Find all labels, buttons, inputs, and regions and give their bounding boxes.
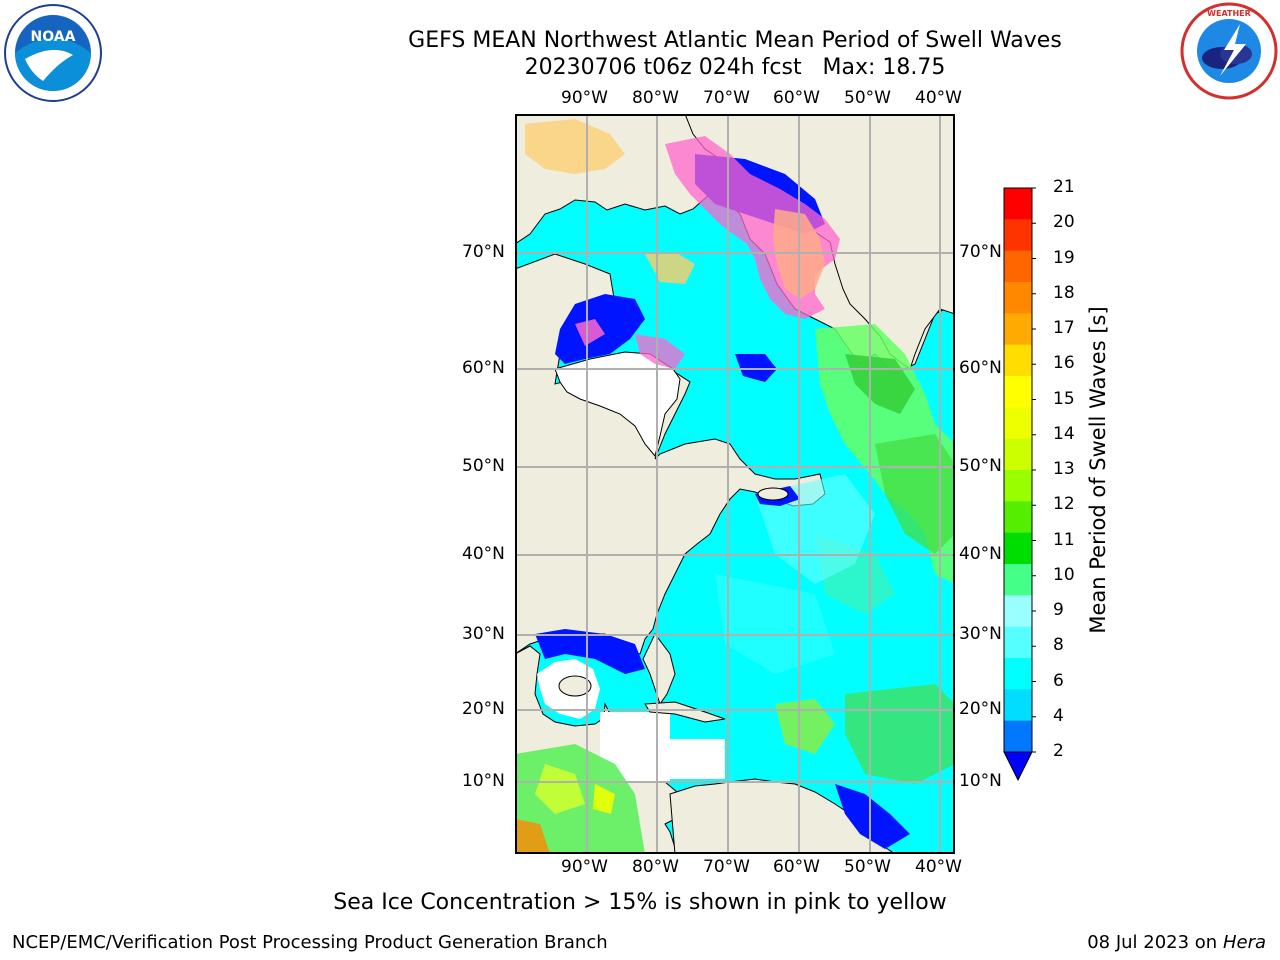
colorbar-tick-label: 21 — [1053, 177, 1075, 197]
lat-label-left: 70°N — [462, 242, 505, 262]
map-subtitle: 20230706 t06z 024h fcst Max: 18.75 — [524, 55, 946, 80]
colorbar-tick-label: 19 — [1053, 247, 1075, 268]
colorbar-segment — [1004, 407, 1032, 440]
colorbar-segment — [1004, 532, 1032, 565]
lon-label-top: 50°W — [844, 88, 891, 108]
colorbar-segment — [1004, 658, 1032, 690]
colorbar-under-arrow — [1003, 751, 1033, 782]
lat-label-right: 70°N — [959, 242, 1002, 262]
colorbar-segment — [1004, 501, 1032, 534]
lat-label-left: 30°N — [462, 624, 505, 644]
lat-label-left: 60°N — [462, 358, 505, 378]
colorbar-title: Mean Period of Swell Waves [s] — [1086, 306, 1110, 634]
lon-label-bottom: 80°W — [632, 857, 679, 877]
lat-label-right: 40°N — [959, 544, 1002, 564]
colorbar-tick-label: 10 — [1053, 564, 1075, 585]
colorbar-segment — [1004, 689, 1032, 722]
colorbar-tick-label: 14 — [1053, 423, 1075, 444]
lon-label-bottom: 60°W — [773, 857, 820, 877]
colorbar-segment — [1004, 470, 1032, 502]
nws-logo: WEATHER — [1180, 2, 1278, 100]
noaa-logo: NOAA — [4, 4, 102, 102]
colorbar-segment — [1004, 282, 1032, 314]
colorbar-segment — [1004, 626, 1032, 659]
colorbar-segment — [1004, 595, 1032, 628]
lat-label-left: 50°N — [462, 456, 505, 476]
colorbar-tick-label: 8 — [1053, 635, 1064, 656]
lon-label-bottom: 50°W — [844, 857, 891, 877]
colorbar-tick-label: 15 — [1053, 388, 1075, 409]
colorbar-tick-label: 18 — [1053, 282, 1075, 303]
colorbar-segment — [1004, 344, 1032, 377]
lon-label-bottom: 70°W — [703, 857, 750, 877]
colorbar-tick-label: 13 — [1053, 459, 1075, 479]
colorbar-tick-label: 16 — [1053, 353, 1075, 374]
map-gridlines — [515, 114, 955, 854]
lat-label-right: 30°N — [959, 624, 1002, 644]
colorbar-segment — [1004, 438, 1032, 471]
colorbar-segment — [1004, 720, 1032, 753]
colorbar-tick-label: 17 — [1053, 318, 1075, 338]
colorbar-tick-label: 11 — [1053, 529, 1075, 550]
lon-label-top: 40°W — [915, 88, 962, 108]
lat-label-left: 20°N — [462, 699, 505, 719]
lat-label-left: 10°N — [462, 771, 505, 791]
map-panel — [515, 114, 955, 854]
sea-ice-note: Sea Ice Concentration > 15% is shown in … — [333, 890, 947, 915]
lat-label-right: 20°N — [959, 699, 1002, 719]
colorbar-segment — [1004, 564, 1032, 596]
colorbar-segment — [1004, 250, 1032, 283]
colorbar-segment — [1004, 188, 1032, 220]
lon-label-top: 90°W — [561, 88, 608, 108]
colorbar-tick-label: 2 — [1053, 741, 1064, 761]
colorbar-tick-label: 20 — [1053, 212, 1075, 233]
lat-label-right: 10°N — [959, 771, 1002, 791]
colorbar-tick-label: 6 — [1053, 670, 1064, 691]
colorbar-segment — [1004, 219, 1032, 252]
colorbar-tick-label: 4 — [1053, 705, 1064, 726]
lon-label-bottom: 90°W — [561, 857, 608, 877]
colorbar-tick-label: 9 — [1053, 600, 1064, 620]
map-title: GEFS MEAN Northwest Atlantic Mean Period… — [408, 28, 1062, 53]
lat-label-right: 50°N — [959, 456, 1002, 476]
svg-text:WEATHER: WEATHER — [1207, 9, 1251, 18]
lat-label-left: 40°N — [462, 544, 505, 564]
colorbar-tick-label: 12 — [1053, 494, 1075, 515]
lat-label-right: 60°N — [959, 358, 1002, 378]
lon-label-top: 70°W — [703, 88, 750, 108]
footer-host: Hera — [1222, 932, 1266, 953]
colorbar — [1003, 187, 1036, 782]
footer-date: 08 Jul 2023 on Hera — [1087, 932, 1266, 953]
footer-credit: NCEP/EMC/Verification Post Processing Pr… — [12, 932, 608, 953]
colorbar-segment — [1004, 376, 1032, 408]
lon-label-top: 60°W — [773, 88, 820, 108]
lon-label-top: 80°W — [632, 88, 679, 108]
colorbar-segment — [1004, 313, 1032, 346]
lon-label-bottom: 40°W — [915, 857, 962, 877]
svg-text:NOAA: NOAA — [31, 29, 76, 45]
